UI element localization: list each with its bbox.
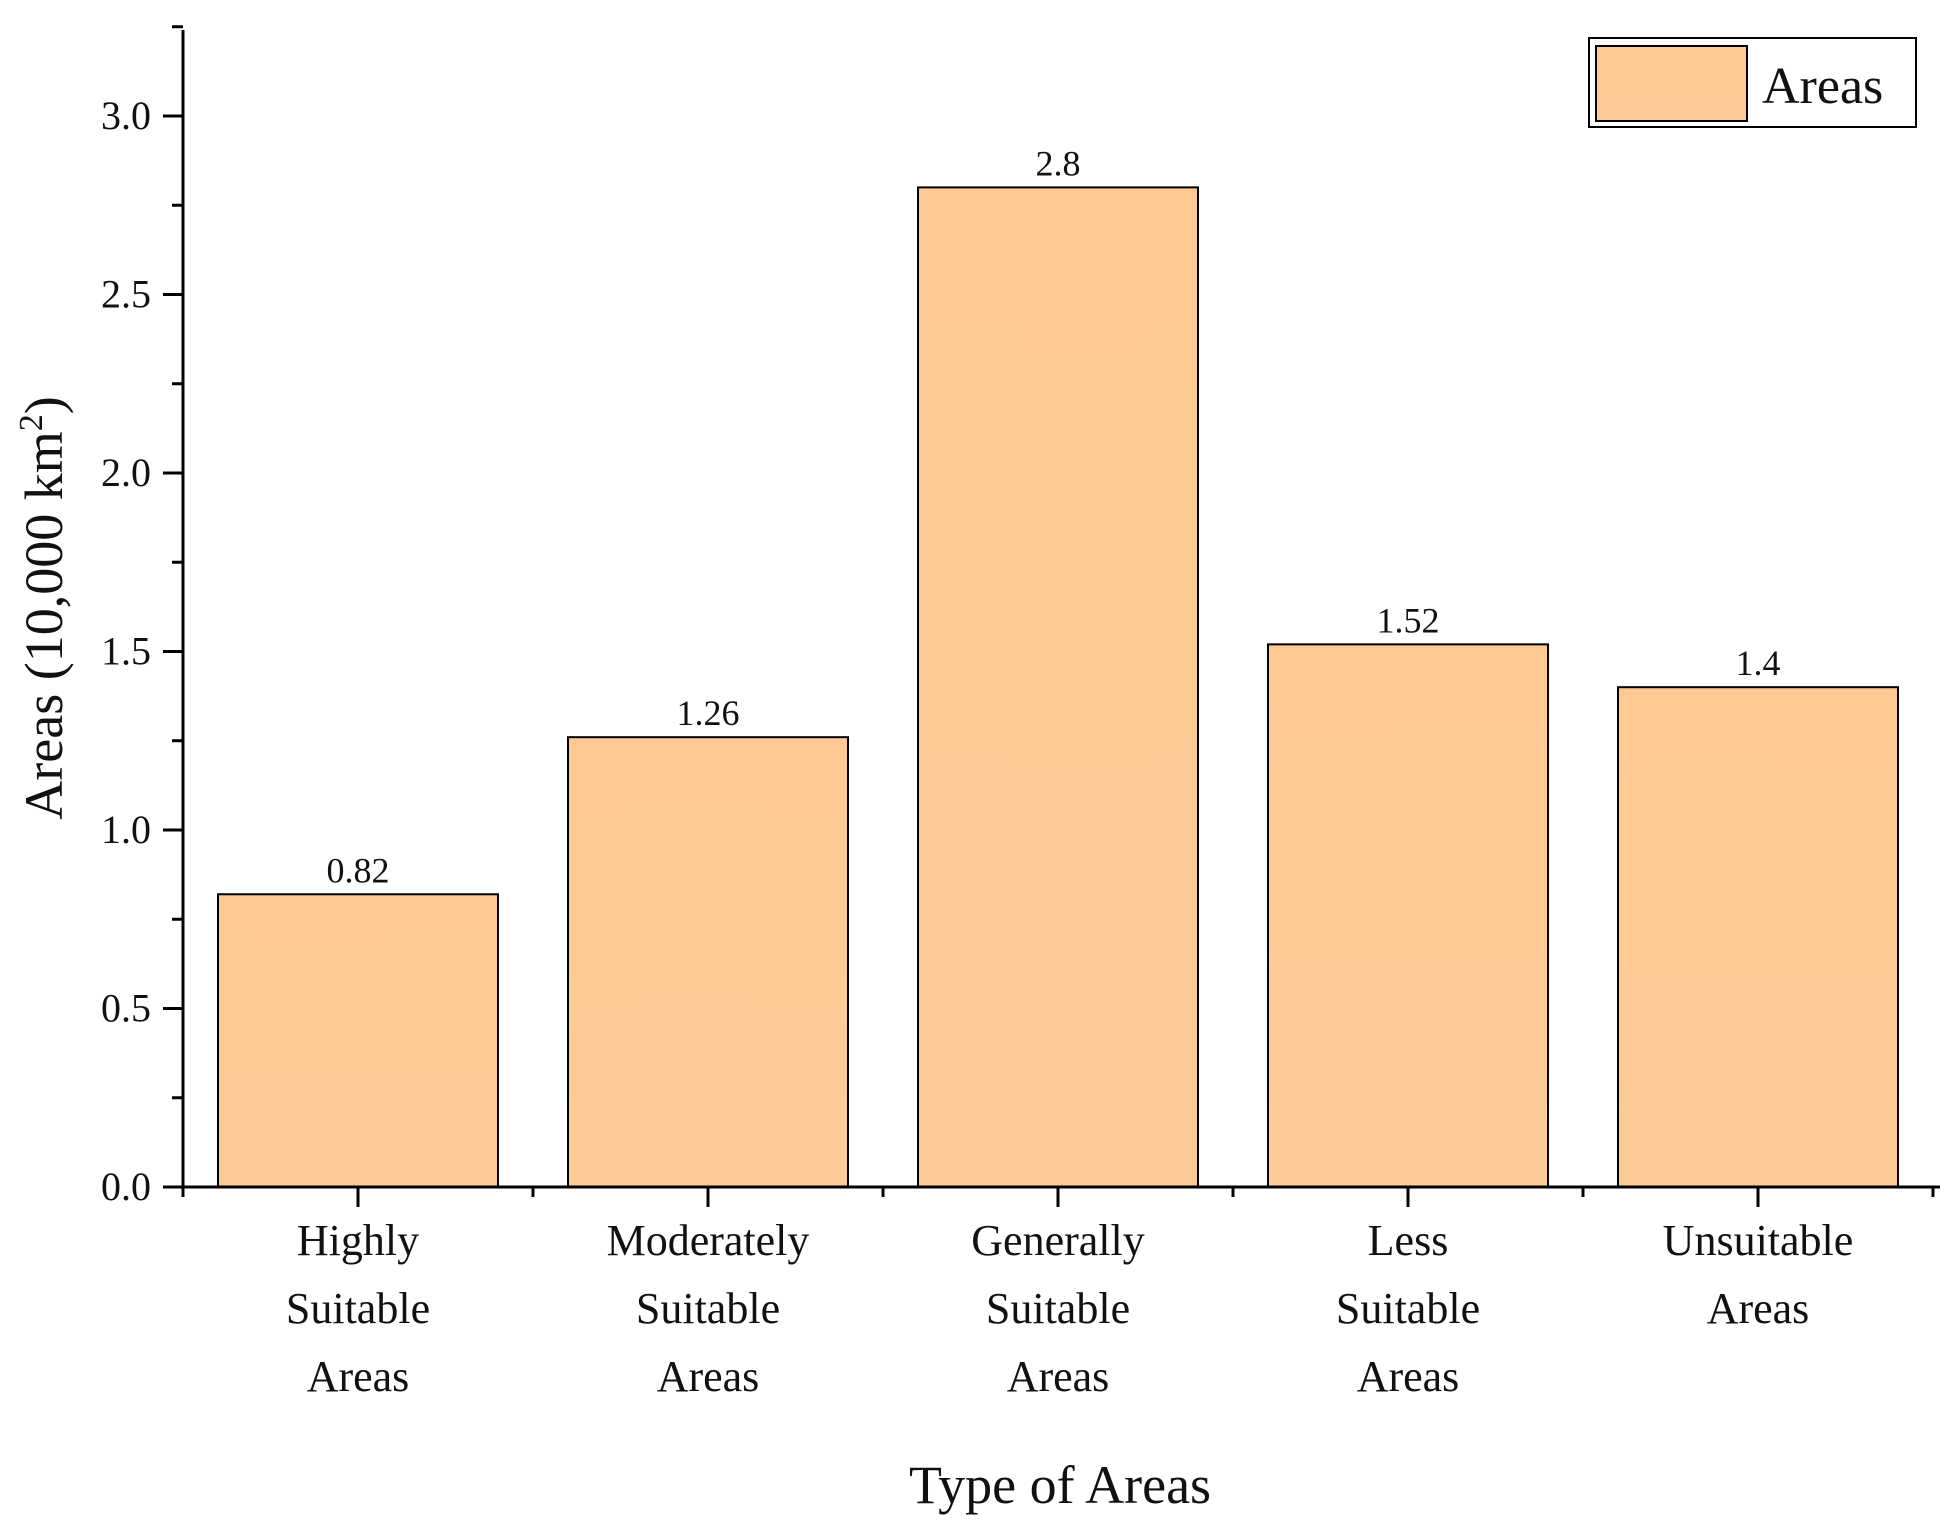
bar-1: [567, 736, 849, 1188]
bar-3: [1267, 643, 1549, 1188]
bars-group: [217, 186, 1899, 1188]
category-label-0-line-0: Highly: [297, 1216, 419, 1265]
value-label-0: 0.82: [327, 850, 390, 890]
y-tick-label-0: 0.0: [101, 1164, 151, 1209]
category-label-3-line-2: Areas: [1357, 1352, 1460, 1401]
y-tick-label-5: 2.5: [101, 272, 151, 317]
category-label-4-line-0: Unsuitable: [1663, 1216, 1854, 1265]
bar-2: [917, 186, 1199, 1188]
value-label-4: 1.4: [1736, 643, 1781, 683]
y-ticks-group: 0.0 0.5 1.0 1.5 2.0 2.5 3.0: [101, 25, 183, 1209]
value-label-2: 2.8: [1036, 143, 1081, 183]
y-tick-label-1: 0.5: [101, 986, 151, 1031]
category-label-1-line-0: Moderately: [607, 1216, 810, 1265]
y-tick-label-4: 2.0: [101, 450, 151, 495]
y-tick-label-6: 3.0: [101, 93, 151, 138]
value-label-1: 1.26: [677, 693, 740, 733]
legend: Areas: [1588, 37, 1917, 128]
category-label-1-line-2: Areas: [657, 1352, 760, 1401]
value-labels-group: 0.82 1.26 2.8 1.52 1.4: [327, 143, 1781, 890]
bar-4: [1617, 686, 1899, 1188]
category-label-3-line-0: Less: [1368, 1216, 1449, 1265]
category-label-2-line-0: Generally: [971, 1216, 1144, 1265]
bar-0: [217, 893, 499, 1188]
x-ticks-group: [181, 1187, 1935, 1207]
y-axis-title: Areas (10,000 km2): [13, 396, 74, 819]
y-axis-title-superscript: 2: [13, 414, 50, 431]
category-label-3-line-1: Suitable: [1336, 1284, 1480, 1333]
category-label-1-line-1: Suitable: [636, 1284, 780, 1333]
category-labels-group: Highly Suitable Areas Moderately Suitable Are…: [286, 1216, 1853, 1401]
category-label-0-line-2: Areas: [307, 1352, 410, 1401]
y-axis-title-main: Areas (10,000 km: [14, 431, 74, 819]
category-label-0-line-1: Suitable: [286, 1284, 430, 1333]
category-label-2-line-2: Areas: [1007, 1352, 1110, 1401]
legend-swatch: [1595, 45, 1748, 122]
value-label-3: 1.52: [1377, 600, 1440, 640]
y-axis-title-suffix: ): [14, 396, 74, 414]
y-tick-label-2: 1.0: [101, 807, 151, 852]
category-label-2-line-1: Suitable: [986, 1284, 1130, 1333]
y-tick-label-3: 1.5: [101, 629, 151, 674]
category-label-4-line-1: Areas: [1707, 1284, 1810, 1333]
x-axis-title: Type of Areas: [909, 1455, 1211, 1515]
legend-label: Areas: [1762, 58, 1883, 115]
